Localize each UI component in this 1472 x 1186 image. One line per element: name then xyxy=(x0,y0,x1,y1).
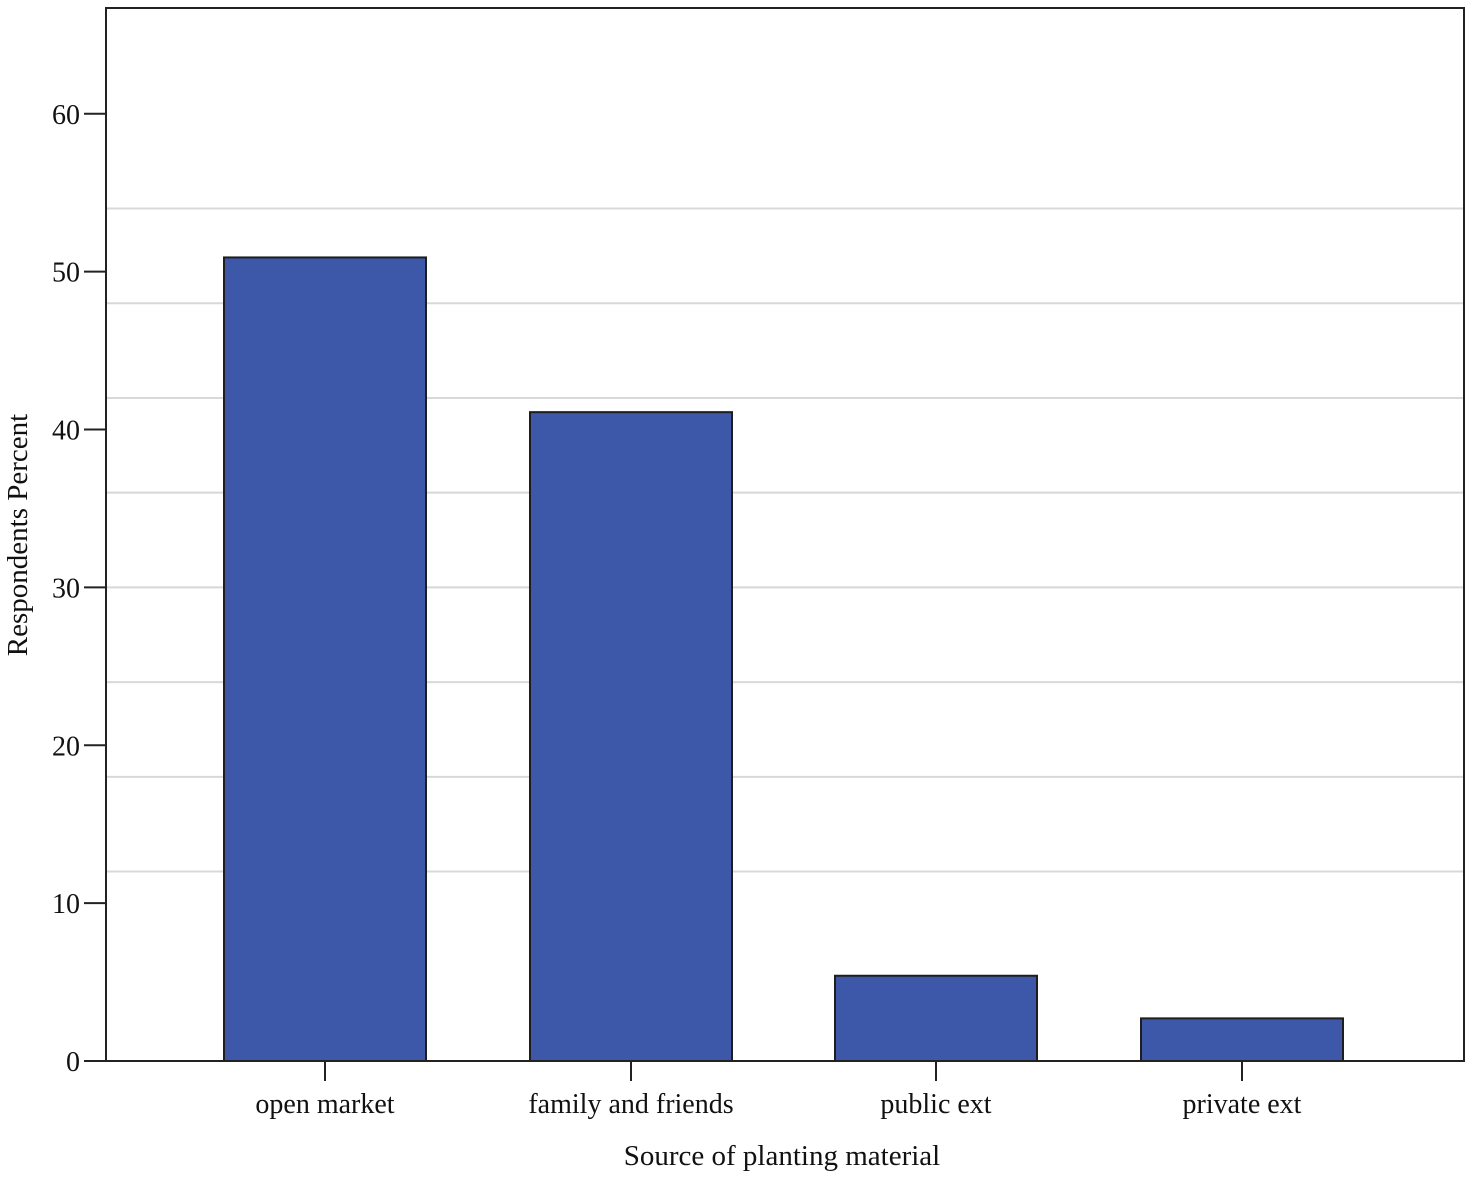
x-category-label-public-ext: public ext xyxy=(880,1089,991,1120)
x-category-label-family-and-friends: family and friends xyxy=(528,1089,733,1120)
plot-frame xyxy=(105,7,1465,1062)
y-axis: 0 10 20 30 40 50 60 xyxy=(52,100,106,1078)
bars xyxy=(223,256,1344,1063)
y-tick-label-10: 10 xyxy=(52,889,80,920)
y-tick-label-40: 40 xyxy=(52,416,80,447)
x-category-label-open-market: open market xyxy=(255,1089,394,1120)
y-axis-title: Respondents Percent xyxy=(2,414,34,656)
bar-public-ext xyxy=(834,974,1038,1063)
bar-family-and-friends xyxy=(529,411,733,1063)
bar-open-market xyxy=(223,256,427,1062)
y-tick-label-30: 30 xyxy=(52,573,80,604)
x-category-label-private-ext: private ext xyxy=(1183,1089,1302,1120)
y-tick-label-50: 50 xyxy=(52,258,80,289)
x-axis: open market family and friends public ext p… xyxy=(255,1061,1302,1120)
y-tick-label-20: 20 xyxy=(52,731,80,762)
x-axis-title: Source of planting material xyxy=(624,1140,940,1172)
y-tick-label-60: 60 xyxy=(52,100,80,131)
bar-private-ext xyxy=(1140,1017,1344,1063)
y-tick-label-0: 0 xyxy=(66,1047,80,1078)
